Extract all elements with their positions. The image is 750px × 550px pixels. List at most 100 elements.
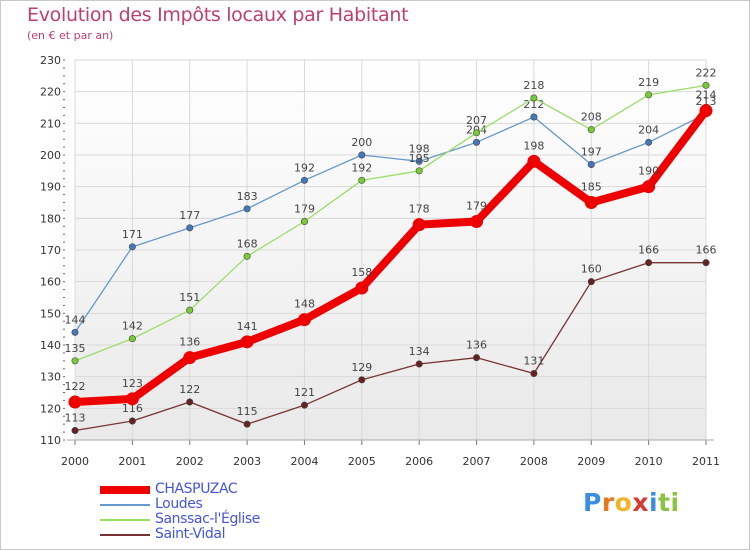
legend-swatch-sanssac xyxy=(100,519,150,521)
data-point-chaspuzac xyxy=(527,154,541,168)
data-label-chaspuzac: 123 xyxy=(122,377,143,390)
data-point-chaspuzac xyxy=(699,104,713,118)
data-label-loudes: 144 xyxy=(65,313,86,326)
data-point-chaspuzac xyxy=(642,180,656,194)
data-label-sanssac-l-glise: 222 xyxy=(696,66,717,79)
data-point-sanssac-l-glise xyxy=(186,306,194,314)
data-label-saint-vidal: 160 xyxy=(581,263,602,276)
data-label-loudes: 171 xyxy=(122,228,143,241)
x-tick-label: 2004 xyxy=(290,455,318,468)
data-label-saint-vidal: 115 xyxy=(237,405,258,418)
data-point-sanssac-l-glise xyxy=(358,176,366,184)
data-label-saint-vidal: 166 xyxy=(696,244,717,257)
data-point-chaspuzac xyxy=(584,196,598,209)
data-point-sanssac-l-glise xyxy=(530,94,538,102)
y-tick-label: 220 xyxy=(40,86,61,99)
data-label-sanssac-l-glise: 207 xyxy=(466,114,487,127)
data-point-sanssac-l-glise xyxy=(71,357,79,365)
data-point-saint-vidal xyxy=(128,417,136,425)
data-label-chaspuzac: 122 xyxy=(65,380,86,393)
data-label-chaspuzac: 158 xyxy=(351,266,372,279)
data-point-chaspuzac xyxy=(68,395,82,409)
data-label-chaspuzac: 178 xyxy=(409,203,430,216)
data-label-sanssac-l-glise: 219 xyxy=(638,76,659,89)
y-tick-label: 120 xyxy=(40,402,61,415)
data-label-sanssac-l-glise: 168 xyxy=(237,237,258,250)
x-tick-label: 2008 xyxy=(520,455,548,468)
data-point-sanssac-l-glise xyxy=(645,91,653,99)
data-point-sanssac-l-glise xyxy=(587,126,595,134)
legend-label: Sanssac-l'Église xyxy=(155,511,261,527)
data-point-saint-vidal xyxy=(473,354,481,362)
data-label-loudes: 197 xyxy=(581,146,602,159)
data-point-sanssac-l-glise xyxy=(300,218,308,226)
data-label-saint-vidal: 136 xyxy=(466,339,487,352)
chart-subtitle: (en € et par an) xyxy=(27,29,114,42)
data-point-loudes xyxy=(71,328,79,336)
data-point-chaspuzac xyxy=(412,218,426,232)
y-tick-label: 110 xyxy=(40,434,61,447)
data-point-chaspuzac xyxy=(240,335,254,349)
data-label-loudes: 183 xyxy=(237,190,258,203)
y-tick-label: 140 xyxy=(40,339,61,352)
series-line-sanssac-l-glise xyxy=(74,84,707,362)
data-point-loudes xyxy=(186,224,194,232)
data-label-saint-vidal: 116 xyxy=(122,402,143,415)
data-point-loudes xyxy=(300,176,308,184)
data-label-sanssac-l-glise: 208 xyxy=(581,111,602,124)
data-label-saint-vidal: 134 xyxy=(409,345,430,358)
data-point-sanssac-l-glise xyxy=(128,335,136,343)
data-label-sanssac-l-glise: 142 xyxy=(122,320,143,333)
data-label-sanssac-l-glise: 192 xyxy=(351,161,372,174)
proxiti-logo: Proxiti xyxy=(583,488,680,517)
legend-label: CHASPUZAC xyxy=(155,481,238,497)
data-label-sanssac-l-glise: 179 xyxy=(294,203,315,216)
y-tick-label: 210 xyxy=(40,117,61,130)
data-point-chaspuzac xyxy=(470,215,484,228)
data-label-chaspuzac: 198 xyxy=(523,139,544,152)
legend-label: Saint-Vidal xyxy=(155,526,226,542)
y-tick-label: 180 xyxy=(40,212,61,225)
data-label-saint-vidal: 113 xyxy=(65,412,86,425)
x-tick-label: 2002 xyxy=(176,455,204,468)
y-tick-label: 190 xyxy=(40,181,61,194)
data-label-saint-vidal: 129 xyxy=(351,361,372,374)
data-label-loudes: 177 xyxy=(179,209,200,222)
x-tick-label: 2000 xyxy=(61,455,89,468)
data-label-loudes: 200 xyxy=(351,136,372,149)
data-point-sanssac-l-glise xyxy=(473,129,481,137)
legend-label: Loudes xyxy=(155,496,203,512)
x-tick-label: 2011 xyxy=(692,455,720,468)
logo-letter: i xyxy=(670,488,680,517)
data-label-saint-vidal: 131 xyxy=(523,355,544,368)
chart-title: Evolution des Impôts locaux par Habitant xyxy=(27,4,409,26)
data-label-chaspuzac: 185 xyxy=(581,181,602,194)
y-tick-label: 200 xyxy=(40,149,61,162)
y-tick-label: 160 xyxy=(40,276,61,289)
data-label-loudes: 204 xyxy=(638,123,659,136)
x-tick-label: 2009 xyxy=(577,455,605,468)
data-point-saint-vidal xyxy=(300,401,308,409)
data-label-chaspuzac: 141 xyxy=(237,320,258,333)
data-label-chaspuzac: 190 xyxy=(638,165,659,178)
y-tick-label: 230 xyxy=(40,54,61,67)
data-point-sanssac-l-glise xyxy=(243,252,251,260)
data-point-loudes xyxy=(128,243,136,251)
data-label-loudes: 213 xyxy=(696,95,717,108)
logo-letter: P xyxy=(583,488,602,517)
legend-swatch-chaspuzac xyxy=(100,486,150,494)
data-point-sanssac-l-glise xyxy=(415,167,423,175)
data-label-sanssac-l-glise: 218 xyxy=(523,79,544,92)
data-point-saint-vidal xyxy=(186,398,194,406)
data-point-saint-vidal xyxy=(587,278,595,286)
logo-letter: o xyxy=(614,488,633,517)
data-point-loudes xyxy=(415,157,423,165)
data-point-saint-vidal xyxy=(71,426,79,434)
data-point-saint-vidal xyxy=(645,259,653,267)
y-tick-label: 130 xyxy=(40,371,61,384)
series-line-saint-vidal xyxy=(74,262,707,432)
data-point-saint-vidal xyxy=(358,376,366,384)
data-point-chaspuzac xyxy=(297,313,311,327)
data-label-saint-vidal: 122 xyxy=(179,383,200,396)
